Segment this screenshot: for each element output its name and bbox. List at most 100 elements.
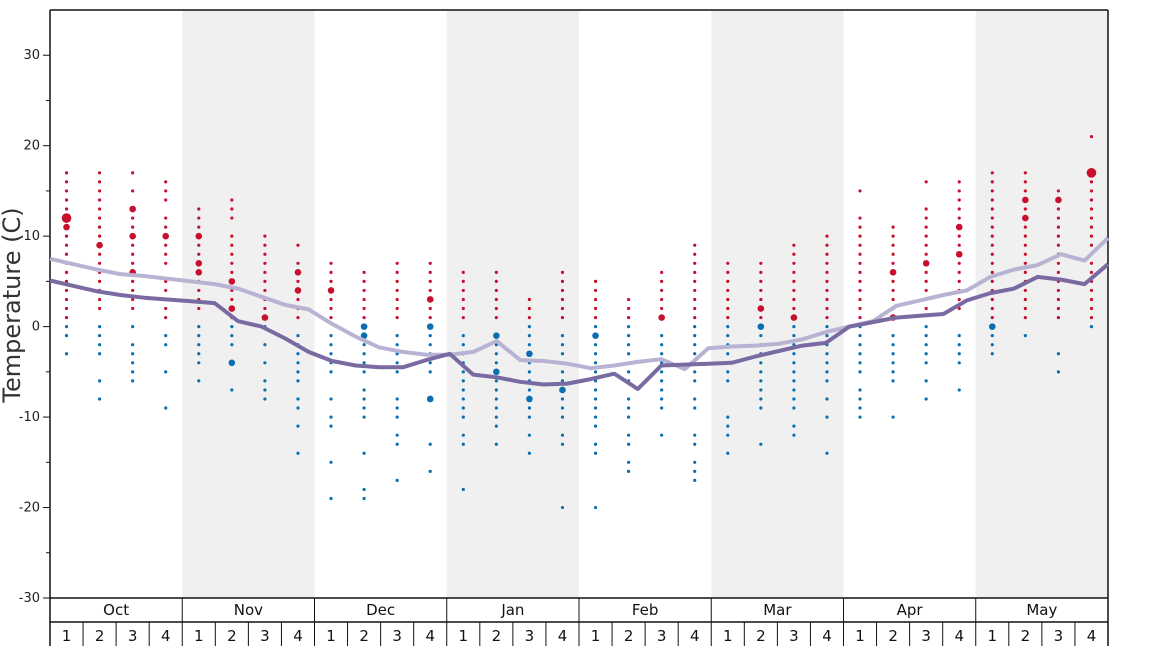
warm-dot xyxy=(593,306,598,311)
warm-dot xyxy=(955,223,963,231)
cold-dot xyxy=(924,379,928,383)
y-tick-label: 10 xyxy=(23,229,40,244)
cold-dot xyxy=(891,352,895,356)
cold-dot xyxy=(527,451,532,455)
warm-dot xyxy=(1023,180,1027,184)
warm-dot xyxy=(1056,288,1061,293)
cold-dot xyxy=(560,505,565,510)
warm-dot xyxy=(593,279,598,283)
month-label-dec: Dec xyxy=(366,601,395,619)
warm-dot xyxy=(693,243,697,247)
week-label: 3 xyxy=(1054,627,1064,645)
cold-dot xyxy=(626,406,631,410)
warm-dot xyxy=(164,216,168,220)
cold-dot xyxy=(858,343,862,347)
warm-dot xyxy=(957,261,961,265)
month-label-jan: Jan xyxy=(500,601,524,619)
warm-dot xyxy=(164,315,168,320)
warm-dot xyxy=(426,296,434,303)
warm-dot xyxy=(1089,198,1094,202)
cold-dot xyxy=(924,334,928,338)
warm-dot xyxy=(990,315,994,320)
cold-dot xyxy=(329,343,333,347)
y-tick-label: -30 xyxy=(19,591,40,606)
cold-dot xyxy=(990,343,994,347)
warm-dot xyxy=(97,306,102,311)
warm-dot xyxy=(230,243,234,247)
cold-dot xyxy=(428,442,432,446)
warm-dot xyxy=(693,297,697,302)
warm-dot xyxy=(64,288,69,293)
warm-dot xyxy=(792,306,796,311)
warm-dot xyxy=(296,261,300,265)
warm-dot xyxy=(858,261,862,265)
warm-dot xyxy=(792,270,796,274)
warm-dot xyxy=(395,315,399,320)
warm-dot xyxy=(825,288,829,293)
cold-dot xyxy=(64,334,69,338)
warm-dot xyxy=(263,261,267,265)
warm-dot xyxy=(428,261,432,265)
warm-dot xyxy=(990,261,994,265)
cold-dot xyxy=(593,361,598,365)
cold-dot xyxy=(1056,370,1061,374)
week-label: 1 xyxy=(194,627,204,645)
warm-dot xyxy=(294,269,302,276)
cold-dot xyxy=(593,406,598,410)
cold-dot xyxy=(560,433,565,437)
warm-dot xyxy=(362,279,366,283)
warm-dot xyxy=(97,180,102,184)
average-line-light xyxy=(49,236,1110,372)
cold-dot xyxy=(858,415,862,419)
warm-dot xyxy=(64,189,69,193)
warm-dot xyxy=(924,180,928,184)
cold-dot xyxy=(131,352,135,356)
cold-dot xyxy=(593,505,598,510)
cold-dot xyxy=(164,334,168,338)
warm-dot xyxy=(63,223,70,231)
warm-dot xyxy=(1056,315,1061,320)
warm-dot xyxy=(1056,261,1061,265)
warm-dot xyxy=(164,198,168,202)
cold-dot xyxy=(560,334,565,338)
warm-dot xyxy=(461,306,465,311)
warm-dot xyxy=(593,315,598,320)
warm-dot xyxy=(1089,306,1094,311)
warm-dot xyxy=(957,216,961,220)
cold-dot xyxy=(792,370,796,374)
warm-dot xyxy=(891,297,895,302)
cold-dot xyxy=(825,325,829,329)
cold-dot xyxy=(494,379,498,383)
warm-dot xyxy=(1023,243,1027,247)
warm-dot xyxy=(97,171,102,175)
warm-dot xyxy=(362,315,366,320)
warm-dot xyxy=(1089,216,1094,220)
cold-dot xyxy=(726,451,730,455)
warm-dot xyxy=(362,288,366,293)
cold-dot xyxy=(197,334,201,338)
cold-dot xyxy=(759,406,763,410)
warm-dot xyxy=(593,288,598,293)
cold-dot xyxy=(626,325,631,329)
warm-dot xyxy=(395,270,399,274)
warm-dot xyxy=(64,207,69,211)
cold-dot xyxy=(360,323,368,330)
warm-dot xyxy=(294,287,302,294)
cold-dot xyxy=(164,370,168,374)
warm-dot xyxy=(263,270,267,274)
warm-dot xyxy=(990,279,994,283)
warm-dot xyxy=(164,252,168,256)
warm-dot xyxy=(560,270,565,274)
warm-dot xyxy=(131,261,135,265)
warm-dot xyxy=(858,315,862,320)
warm-dot xyxy=(825,279,829,283)
cold-dot xyxy=(395,442,399,446)
cold-dot xyxy=(428,361,432,365)
warm-dot xyxy=(230,216,234,220)
cold-dot xyxy=(957,352,961,356)
week-label: 3 xyxy=(789,627,799,645)
cold-dot xyxy=(527,415,532,419)
warm-dot xyxy=(957,180,961,184)
cold-dot xyxy=(296,352,300,356)
warm-dot xyxy=(990,270,994,274)
